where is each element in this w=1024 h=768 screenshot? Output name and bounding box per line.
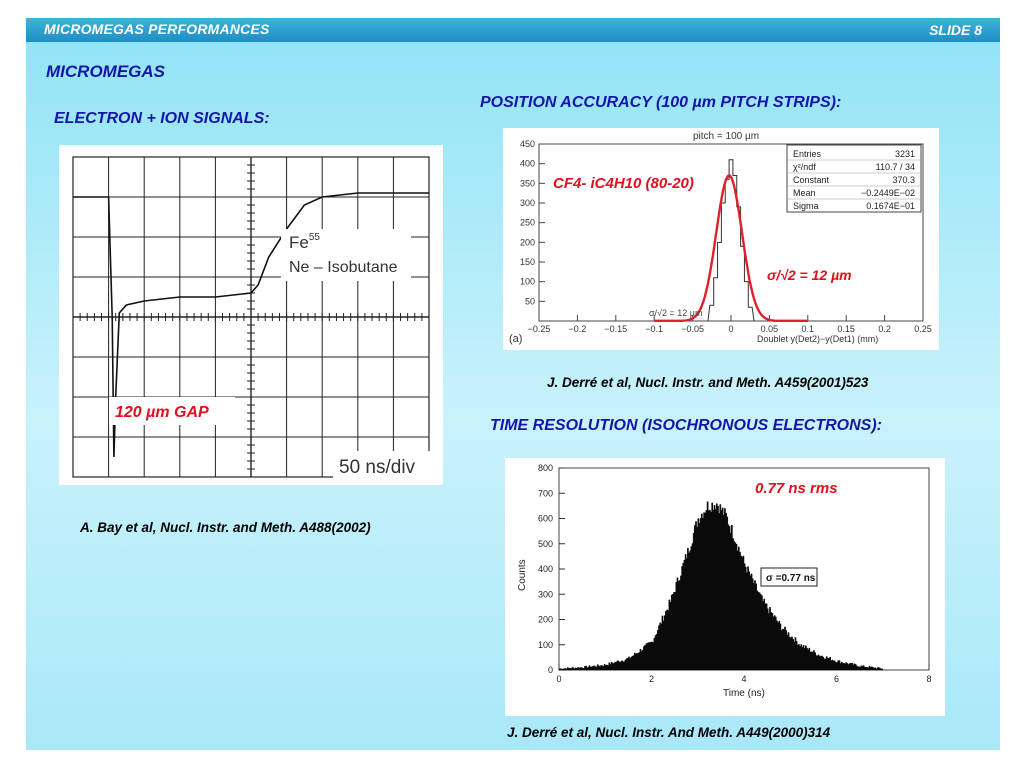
stats-key: Constant [793,175,830,185]
stats-box: Entries 3231 χ²/ndf 110.7 / 34 Constant 370.3… [786,144,922,213]
time-ytick: 500 [538,539,553,549]
oscilloscope-plot: Fe55 Ne – Isobutane 120 µm GAP 50 ns/div [72,156,437,479]
time-xtick: 0 [556,674,561,684]
stats-value: 0.1674E−01 [866,201,915,211]
position-panel: pitch = 100 µm 50 100 150 200 250 300 350 400 45… [503,128,939,350]
time-xtick: 8 [926,674,931,684]
section-title: MICROMEGAS [46,62,165,81]
stats-key: Sigma [793,201,819,211]
time-plot: 0 100 200 300 400 500 600 700 800 0 2 4 6 8 0.77 ns r… [517,463,932,699]
position-histogram [707,159,755,322]
legend-gas: Ne – Isobutane [289,259,398,276]
stats-key: Entries [793,149,822,159]
svg-text:σ =0.77 ns: σ =0.77 ns [766,573,816,584]
time-ylabel: Counts [517,559,528,591]
position-ytick: 50 [525,296,535,306]
stats-key: Mean [793,188,816,198]
scope-trace [73,192,429,458]
time-heading: TIME RESOLUTION (ISOCHRONOUS ELECTRONS): [490,417,882,434]
time-xlabel: Time (ns) [723,688,765,699]
position-heading: POSITION ACCURACY (100 µm PITCH STRIPS): [480,94,842,111]
slide-number: SLIDE 8 [929,22,982,38]
sigma-label: σ/√2 = 12 µm [767,267,852,283]
title-bar: MICROMEGAS PERFORMANCES SLIDE 8 [26,18,1000,42]
gas-label: CF4- iC4H10 (80-20) [553,175,694,192]
position-xtick: −0.1 [645,324,663,334]
stats-value: 3231 [895,149,915,159]
legend-isotope: Fe55 [289,232,320,252]
time-ytick: 200 [538,615,553,625]
position-xtick: 0.2 [878,324,891,334]
scale-label: 50 ns/div [339,457,416,478]
position-xtick: −0.15 [604,324,627,334]
time-citation: J. Derré et al, Nucl. Instr. And Meth. A… [507,725,831,740]
position-ytick: 350 [520,178,535,188]
stats-value: −0.2449E−02 [861,188,915,198]
oscilloscope-panel: Fe55 Ne – Isobutane 120 µm GAP 50 ns/div [59,145,443,485]
time-xtick: 4 [741,674,746,684]
slide: MICROMEGAS PERFORMANCES SLIDE 8 MICROMEG… [26,18,1000,750]
position-ytick: 200 [520,237,535,247]
signals-citation: A. Bay et al, Nucl. Instr. and Meth. A48… [80,520,371,535]
time-xtick: 6 [834,674,839,684]
position-xlabel: Doublet y(Det2)−y(Det1) (mm) [757,334,878,344]
time-xtick: 2 [649,674,654,684]
panel-tag: (a) [509,333,522,345]
position-ytick: 250 [520,218,535,228]
position-xtick: −0.25 [528,324,551,334]
rms-label: 0.77 ns rms [755,480,838,497]
time-ytick: 800 [538,463,553,473]
position-ytick: 150 [520,257,535,267]
time-axes: 0 100 200 300 400 500 600 700 800 0 2 4 6 8 [538,463,932,684]
position-axes: 50 100 150 200 250 300 350 400 450 −0.25 −0.2 −0.15… [520,139,932,334]
position-xtick: 0 [728,324,733,334]
position-xtick: −0.2 [569,324,587,334]
position-citation: J. Derré et al, Nucl. Instr. and Meth. A… [547,375,869,390]
stats-value: 370.3 [892,175,915,185]
stats-key: χ²/ndf [793,162,816,172]
signals-heading: ELECTRON + ION SIGNALS: [54,110,270,127]
scope-grid [72,156,430,478]
legend-box [281,229,411,281]
scale-label-box [333,451,437,479]
time-histogram [558,501,883,671]
gap-label: 120 µm GAP [115,404,209,421]
position-plot: pitch = 100 µm 50 100 150 200 250 300 350 400 45… [509,131,932,345]
presentation-title: MICROMEGAS PERFORMANCES [44,21,270,37]
time-ytick: 100 [538,640,553,650]
time-ytick: 600 [538,514,553,524]
position-ytick: 450 [520,139,535,149]
sigma-small-label: σ/√2 = 12 µm [649,308,702,318]
gap-label-box [109,397,235,425]
position-xtick: −0.05 [681,324,704,334]
time-panel: 0 100 200 300 400 500 600 700 800 0 2 4 6 8 0.77 ns r… [505,458,945,716]
position-ytick: 100 [520,277,535,287]
stats-value: 110.7 / 34 [876,162,915,172]
time-ytick: 0 [548,665,553,675]
position-xtick: 0.15 [837,324,855,334]
position-xtick: 0.25 [914,324,932,334]
position-ytick: 300 [520,198,535,208]
sigma-box: σ =0.77 ns [760,567,818,587]
time-ytick: 700 [538,488,553,498]
position-xtick: 0.1 [802,324,815,334]
position-plot-title: pitch = 100 µm [693,131,759,142]
position-ytick: 400 [520,159,535,169]
time-ytick: 400 [538,564,553,574]
time-ytick: 300 [538,589,553,599]
position-xtick: 0.05 [761,324,779,334]
position-fit-curve [654,174,808,323]
